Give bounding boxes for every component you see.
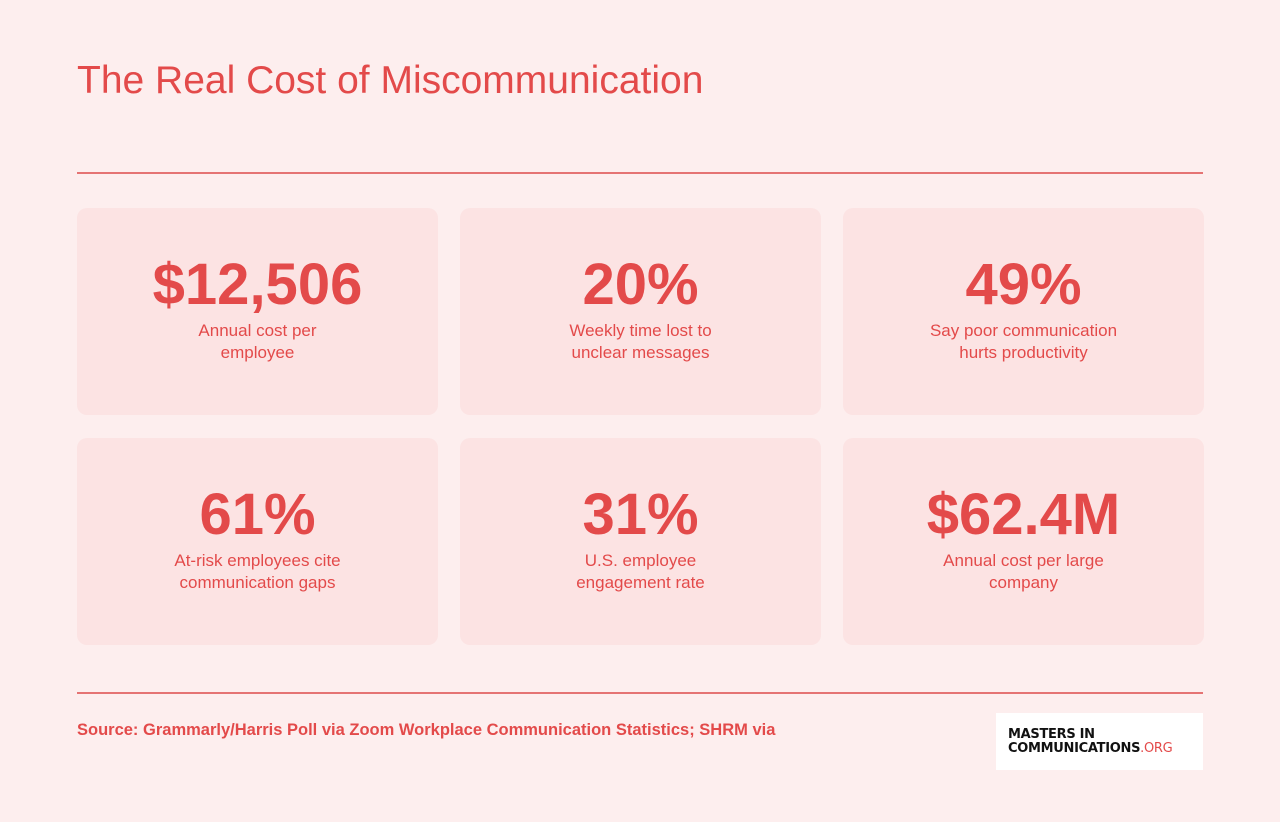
source-citation: Source: Grammarly/Harris Poll via Zoom W… xyxy=(77,721,776,739)
stat-value: $62.4M xyxy=(926,481,1121,547)
stat-label-line: Annual cost per large xyxy=(943,550,1104,570)
stat-card-engagement-rate: 31% U.S. employee engagement rate xyxy=(460,438,821,645)
stat-label-line: communication gaps xyxy=(179,572,336,592)
stat-value: 61% xyxy=(199,481,316,547)
masters-in-communications-logo: MASTERS IN COMMUNICATIONS.ORG xyxy=(996,713,1203,770)
page-title: The Real Cost of Miscommunication xyxy=(77,59,704,102)
logo-main-text: COMMUNICATIONS xyxy=(1008,740,1141,756)
stat-card-annual-cost-per-employee: $12,506 Annual cost per employee xyxy=(77,208,438,415)
stat-label-line: employee xyxy=(220,342,295,362)
stat-label-line: Weekly time lost to xyxy=(569,320,712,340)
logo-line-1: MASTERS IN xyxy=(1008,726,1095,742)
stat-value: 31% xyxy=(582,481,699,547)
stat-card-poor-communication-productivity: 49% Say poor communication hurts product… xyxy=(843,208,1204,415)
top-divider xyxy=(77,172,1203,174)
stat-label: Weekly time lost to unclear messages xyxy=(533,320,748,364)
stat-value: 20% xyxy=(582,251,699,317)
stat-label: Annual cost per large company xyxy=(916,550,1131,594)
stat-card-at-risk-employees: 61% At-risk employees cite communication… xyxy=(77,438,438,645)
logo-suffix: .ORG xyxy=(1140,740,1173,756)
stat-label-line: Annual cost per xyxy=(198,320,317,340)
stat-card-weekly-time-lost: 20% Weekly time lost to unclear messages xyxy=(460,208,821,415)
stats-grid: $12,506 Annual cost per employee 20% Wee… xyxy=(77,208,1204,645)
stat-value: 49% xyxy=(965,251,1082,317)
stat-label: Annual cost per employee xyxy=(150,320,365,364)
stat-label: At-risk employees cite communication gap… xyxy=(150,550,365,594)
stat-label-line: hurts productivity xyxy=(959,342,1088,362)
stat-label-line: engagement rate xyxy=(576,572,705,592)
stat-label: Say poor communication hurts productivit… xyxy=(916,320,1131,364)
stat-value: $12,506 xyxy=(152,251,363,317)
stat-card-annual-cost-large-company: $62.4M Annual cost per large company xyxy=(843,438,1204,645)
bottom-divider xyxy=(77,692,1203,694)
stat-label: U.S. employee engagement rate xyxy=(533,550,748,594)
stat-label-line: U.S. employee xyxy=(584,550,697,570)
stat-label-line: company xyxy=(989,572,1058,592)
stat-label-line: unclear messages xyxy=(571,342,710,362)
stat-label-line: At-risk employees cite xyxy=(174,550,341,570)
stat-label-line: Say poor communication xyxy=(929,320,1118,340)
logo-line-2: COMMUNICATIONS.ORG xyxy=(1008,740,1203,756)
